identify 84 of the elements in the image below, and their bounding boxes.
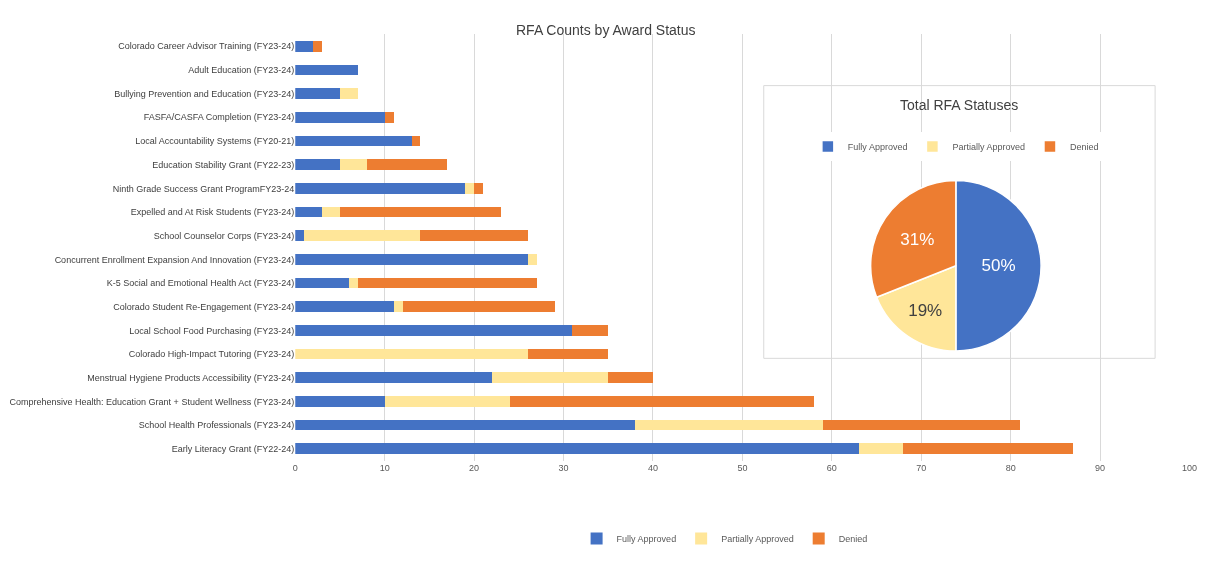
bar xyxy=(858,443,904,455)
legend-label: Fully Approved xyxy=(616,533,677,544)
x-tick-label: 70 xyxy=(916,462,927,473)
bar xyxy=(295,88,340,99)
bar xyxy=(420,230,528,242)
bar xyxy=(384,112,394,123)
x-tick-label: 0 xyxy=(292,462,298,473)
bar xyxy=(402,301,555,313)
x-tick-label: 60 xyxy=(826,462,837,473)
chart-title: Total RFA Statuses xyxy=(900,97,1019,113)
y-tick-label: FASFA/CASFA Completion (FY23-24) xyxy=(143,112,295,123)
bar xyxy=(348,277,358,289)
bar xyxy=(366,159,448,171)
bar xyxy=(527,254,537,265)
bar xyxy=(295,301,394,313)
legend-label: Fully Approved xyxy=(847,141,908,152)
bar xyxy=(295,372,492,384)
y-tick-label: Local School Food Purchasing (FY23-24) xyxy=(129,325,295,336)
bar xyxy=(822,419,1020,431)
bar xyxy=(295,159,340,171)
y-tick-label: Concurrent Enrollment Expansion And Innovation (FY23-24) xyxy=(54,254,295,265)
y-tick-label: Colorado High-Impact Tutoring (FY23-24) xyxy=(128,349,295,360)
legend-label: Partially Approved xyxy=(721,533,794,544)
y-tick-label: Colorado Student Re-Engagement (FY23-24) xyxy=(113,301,295,312)
bar xyxy=(492,372,609,384)
y-tick-label: School Health Professionals (FY23-24) xyxy=(138,420,295,431)
bar xyxy=(393,301,403,313)
bar xyxy=(295,254,528,265)
bar xyxy=(465,183,475,194)
bar xyxy=(295,396,385,407)
bar xyxy=(295,348,528,360)
bar xyxy=(313,40,323,52)
x-tick-label: 10 xyxy=(379,462,390,473)
y-tick-label: School Counselor Corps (FY23-24) xyxy=(153,230,295,241)
y-tick-label: Bullying Prevention and Education (FY23-24) xyxy=(114,88,295,99)
y-tick-label: Early Literacy Grant (FY22-24) xyxy=(171,443,295,454)
y-tick-label: Colorado Career Advisor Training (FY23-24) xyxy=(118,41,295,52)
bar xyxy=(295,419,636,431)
bar xyxy=(572,325,609,336)
bar xyxy=(295,443,859,455)
chart-title: RFA Counts by Award Status xyxy=(516,22,696,38)
y-tick-label: Education Stability Grant (FY22-23) xyxy=(152,159,295,170)
bar xyxy=(339,206,501,218)
data-label: 31% xyxy=(900,230,935,250)
bar xyxy=(295,277,349,289)
bar xyxy=(474,183,484,194)
x-tick-label: 20 xyxy=(469,462,480,473)
bar xyxy=(527,348,609,360)
bar xyxy=(339,159,367,171)
legend-label: Partially Approved xyxy=(952,141,1025,152)
legend-label: Denied xyxy=(838,533,868,544)
bar xyxy=(295,183,466,194)
y-tick-label: Ninth Grade Success Grant ProgramFY23-24 xyxy=(112,183,295,194)
bar xyxy=(357,277,537,289)
x-tick-label: 80 xyxy=(1005,462,1016,473)
data-label: 50% xyxy=(981,256,1016,276)
bar xyxy=(509,396,814,407)
y-tick-label: K-5 Social and Emotional Health Act (FY23-24) xyxy=(106,278,295,289)
bar xyxy=(295,206,323,218)
y-tick-label: Adult Education (FY23-24) xyxy=(188,65,295,76)
bar xyxy=(322,206,340,218)
x-tick-label: 30 xyxy=(558,462,569,473)
bar xyxy=(295,230,305,242)
x-tick-label: 50 xyxy=(737,462,748,473)
bar xyxy=(295,135,412,147)
y-tick-label: Expelled and At Risk Students (FY23-24) xyxy=(130,207,295,218)
y-tick-label: Menstrual Hygiene Products Accessibility (FY23-24) xyxy=(87,372,295,383)
x-tick-label: 100 xyxy=(1181,462,1198,473)
bar xyxy=(295,325,573,336)
x-tick-label: 40 xyxy=(647,462,658,473)
y-tick-label: Local Accountability Systems (FY20-21) xyxy=(135,136,295,147)
legend-label: Denied xyxy=(1069,141,1099,152)
bar xyxy=(304,230,421,242)
bar xyxy=(384,396,510,407)
bar xyxy=(635,419,823,431)
bar xyxy=(295,112,385,123)
y-tick-label: Comprehensive Health: Education Grant + Student Wellness (FY23-24) xyxy=(9,396,295,407)
bar xyxy=(295,64,358,76)
data-label: 19% xyxy=(908,301,943,321)
x-tick-label: 90 xyxy=(1095,462,1106,473)
bar xyxy=(903,443,1074,455)
bar xyxy=(339,88,358,99)
bar xyxy=(295,40,314,52)
bar xyxy=(608,372,653,384)
